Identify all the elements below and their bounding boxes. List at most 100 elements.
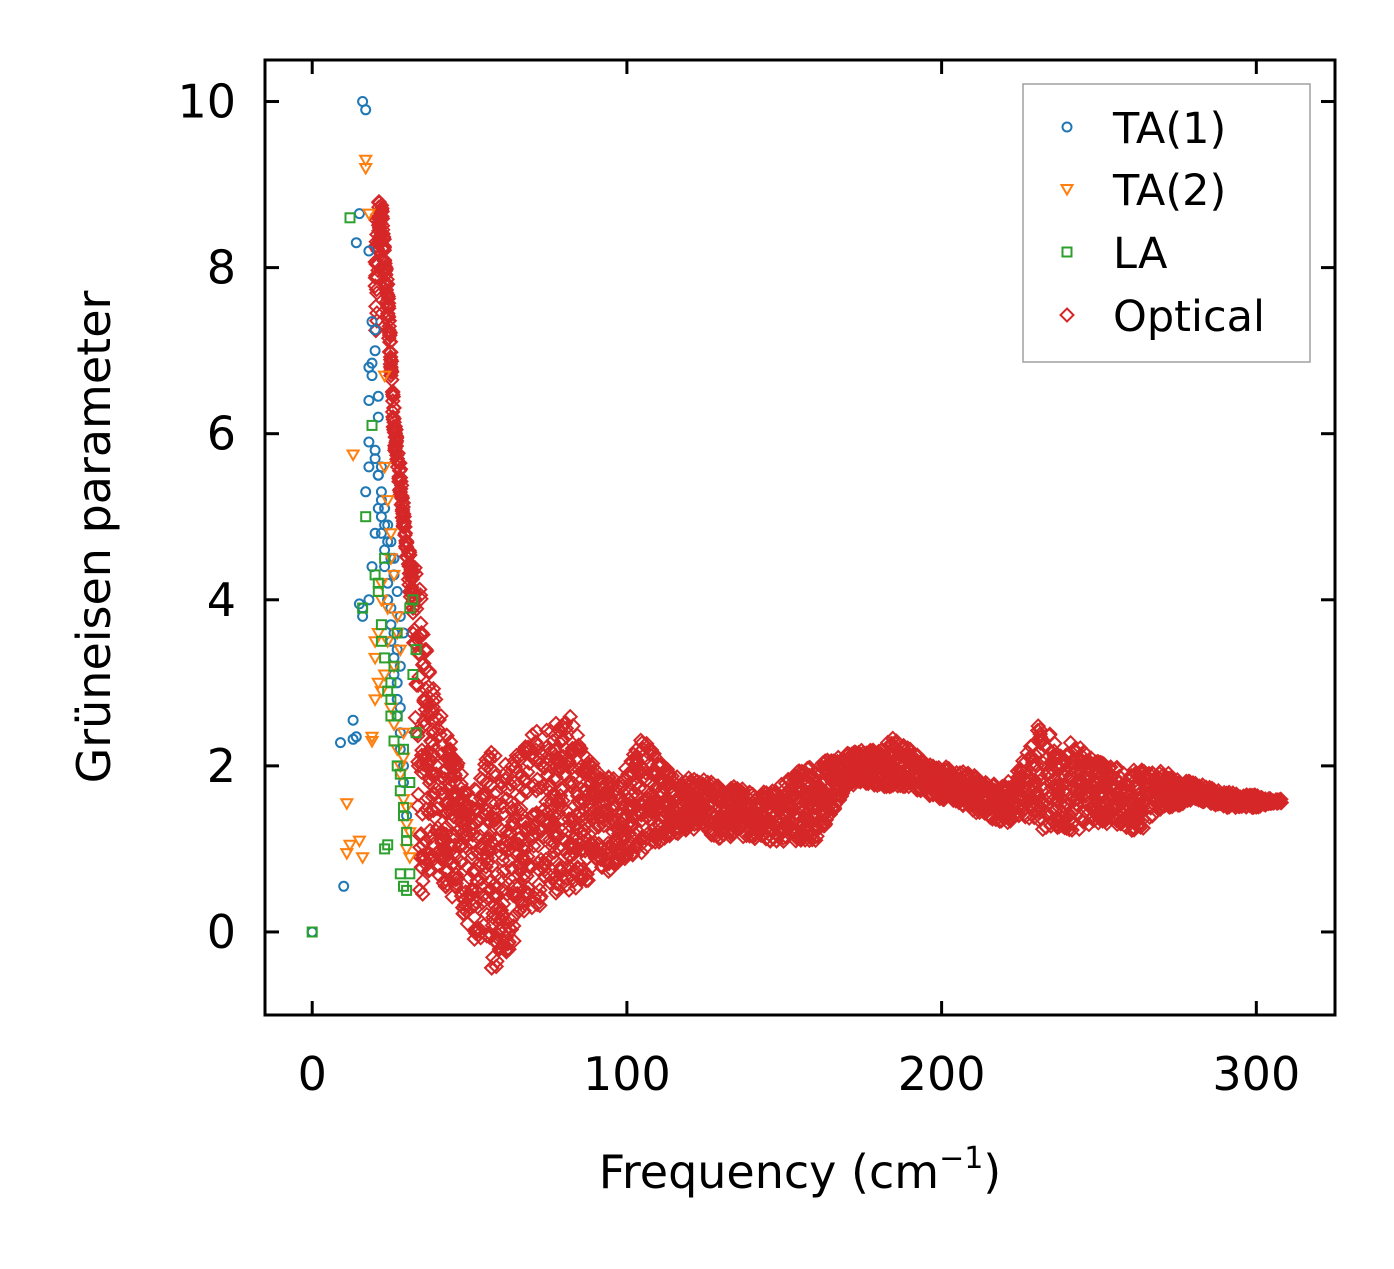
optical-point xyxy=(546,835,563,852)
optical-point xyxy=(601,855,617,872)
optical-point xyxy=(1228,786,1245,803)
la-point xyxy=(407,669,419,680)
legend-label-ta1: TA(1) xyxy=(1112,104,1226,154)
optical-point xyxy=(763,793,780,810)
optical-point xyxy=(650,794,667,811)
optical-point xyxy=(538,851,554,868)
optical-point xyxy=(681,813,698,830)
optical-point xyxy=(535,856,552,873)
ta2-point xyxy=(371,677,386,691)
optical-point xyxy=(1010,772,1026,789)
optical-point xyxy=(1025,759,1042,776)
optical-point xyxy=(371,194,388,211)
optical-point xyxy=(997,780,1013,797)
la-point xyxy=(375,619,387,631)
la-point xyxy=(401,884,413,896)
optical-point xyxy=(468,922,484,939)
optical-point xyxy=(703,824,720,841)
optical-point xyxy=(1084,808,1101,825)
optical-point xyxy=(459,802,476,819)
optical-point xyxy=(411,668,428,685)
optical-point xyxy=(775,833,792,850)
optical-point xyxy=(569,820,586,837)
ta2-point xyxy=(358,154,373,168)
optical-point xyxy=(367,254,384,270)
optical-point xyxy=(610,854,626,871)
optical-point xyxy=(1035,794,1052,811)
optical-point xyxy=(1073,747,1090,764)
optical-point xyxy=(1064,815,1081,832)
optical-point xyxy=(459,859,476,876)
optical-point xyxy=(1093,797,1110,814)
la-point xyxy=(379,652,391,664)
optical-point xyxy=(565,775,582,792)
optical-point xyxy=(814,806,831,823)
la-point xyxy=(394,868,406,880)
optical-point xyxy=(799,790,816,807)
optical-point xyxy=(1111,810,1128,826)
optical-point xyxy=(407,635,424,652)
optical-point xyxy=(388,438,405,454)
optical-point xyxy=(1055,765,1071,782)
optical-point xyxy=(572,835,589,852)
optical-point xyxy=(388,447,405,464)
optical-point xyxy=(614,811,631,828)
optical-point xyxy=(766,788,783,805)
optical-point xyxy=(1056,818,1073,835)
optical-point xyxy=(594,794,611,811)
optical-point xyxy=(1228,791,1245,807)
optical-point xyxy=(1023,773,1040,789)
optical-point xyxy=(691,791,708,808)
ta1-point xyxy=(363,245,375,257)
ta2-point xyxy=(396,727,411,741)
optical-point xyxy=(454,899,471,916)
ta2-point xyxy=(380,495,395,508)
optical-point xyxy=(633,791,650,808)
la-point xyxy=(404,777,416,788)
optical-point xyxy=(634,830,651,847)
optical-point xyxy=(553,858,570,875)
ta2-point xyxy=(345,449,361,462)
la-point xyxy=(375,635,387,647)
optical-point xyxy=(1087,754,1104,770)
optical-point xyxy=(442,733,459,750)
optical-point xyxy=(367,298,384,315)
ta2-point xyxy=(364,736,380,749)
optical-point xyxy=(567,837,584,854)
optical-point xyxy=(407,709,424,726)
optical-point xyxy=(796,827,813,844)
optical-point xyxy=(506,816,523,833)
optical-point xyxy=(1174,794,1191,811)
optical-point xyxy=(493,795,510,812)
optical-point xyxy=(1047,816,1064,833)
optical-point xyxy=(999,809,1016,826)
la-point xyxy=(372,577,384,589)
optical-point xyxy=(384,384,401,401)
optical-point xyxy=(493,911,510,928)
optical-point xyxy=(884,757,901,774)
optical-point xyxy=(369,269,386,286)
optical-point xyxy=(920,776,937,793)
optical-point xyxy=(576,816,593,833)
y-tick-label: 0 xyxy=(207,905,236,959)
optical-point xyxy=(726,788,743,805)
optical-point xyxy=(1120,777,1136,794)
optical-point xyxy=(934,790,951,807)
ta1-point xyxy=(350,237,362,249)
ta1-point xyxy=(335,737,346,749)
optical-point xyxy=(637,772,654,789)
optical-point xyxy=(547,769,564,786)
optical-point xyxy=(861,773,878,790)
optical-point xyxy=(497,771,514,788)
la-point xyxy=(379,552,391,564)
optical-point xyxy=(1061,812,1078,829)
optical-point xyxy=(1125,762,1142,779)
optical-point xyxy=(433,830,450,847)
optical-point xyxy=(409,727,426,744)
optical-point xyxy=(776,809,793,826)
ta2-point xyxy=(339,848,355,861)
optical-point xyxy=(882,770,899,787)
optical-point xyxy=(646,745,662,762)
optical-point xyxy=(631,763,648,779)
